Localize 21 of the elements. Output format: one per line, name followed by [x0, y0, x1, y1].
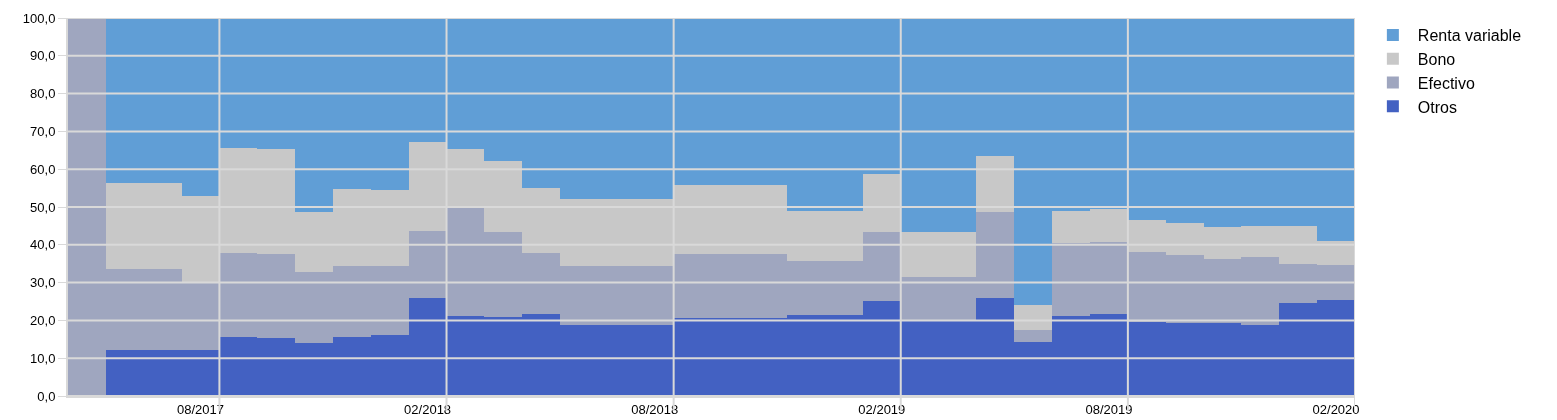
y-tick-label: 80,0 [30, 86, 56, 102]
legend-label: Bono [1417, 50, 1456, 68]
x-tick-label: 02/2019 [858, 401, 906, 417]
x-tick-label: 08/2018 [631, 401, 679, 417]
x-tick-label: 02/2020 [1312, 401, 1360, 417]
y-tick-label: 50,0 [30, 199, 56, 215]
x-tick-label: 08/2017 [176, 401, 224, 417]
y-tick-label: 90,0 [30, 48, 56, 64]
y-tick-label: 0,0 [37, 388, 56, 404]
y-tick-label: 20,0 [30, 312, 56, 328]
legend-label: Efectivo [1417, 74, 1475, 92]
x-tick-label: 08/2019 [1085, 401, 1133, 417]
x-tick-label: 02/2018 [404, 401, 452, 417]
y-tick-label: 60,0 [30, 161, 56, 177]
y-tick-label: 40,0 [30, 237, 56, 253]
y-tick-label: 10,0 [30, 350, 56, 366]
y-tick-label: 30,0 [30, 275, 56, 291]
y-tick-label: 100,0 [22, 10, 56, 26]
legend-label: Renta variable [1417, 27, 1522, 45]
y-tick-label: 70,0 [30, 123, 56, 139]
legend-label: Otros [1417, 98, 1457, 116]
